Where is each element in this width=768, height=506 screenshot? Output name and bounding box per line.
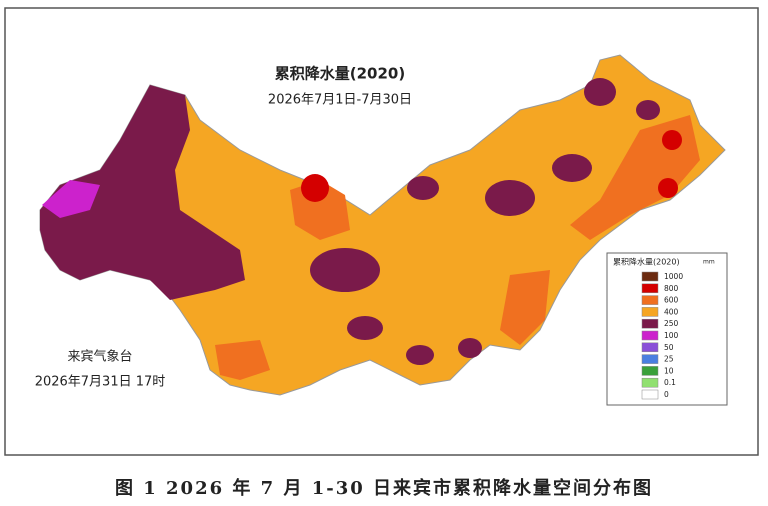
map-title: 累积降水量(2020) xyxy=(275,65,405,83)
region-250 xyxy=(485,180,535,216)
legend-swatch xyxy=(641,307,659,317)
region-800 xyxy=(301,174,329,202)
region-250 xyxy=(347,316,383,340)
region-800 xyxy=(658,178,678,198)
legend-label: 25 xyxy=(664,355,674,364)
legend-label: 0 xyxy=(664,390,669,399)
legend-unit: mm xyxy=(703,259,715,266)
issued-time: 2026年7月31日 17时 xyxy=(35,375,166,390)
issuer: 来宾气象台 xyxy=(67,349,132,365)
legend-swatch xyxy=(641,271,659,282)
region-250 xyxy=(406,345,434,365)
legend-swatch xyxy=(641,295,659,305)
legend-title: 累积降水量(2020) xyxy=(613,257,680,267)
region-600 xyxy=(500,270,550,345)
legend-label: 10 xyxy=(664,366,674,375)
legend-swatch xyxy=(641,389,659,400)
legend-swatch xyxy=(641,377,659,388)
legend-label: 800 xyxy=(664,284,679,293)
figure-caption: 图 1 2026 年 7 月 1-30 日来宾市累积降水量空间分布图 xyxy=(114,478,654,499)
region-600 xyxy=(215,340,270,380)
region-250 xyxy=(458,338,482,358)
region-250 xyxy=(552,154,592,182)
precip-map xyxy=(39,54,726,396)
map-subtitle: 2026年7月1日-7月30日 xyxy=(268,93,412,108)
legend-label: 1000 xyxy=(664,272,683,281)
region-250 xyxy=(636,100,660,120)
legend-label: 50 xyxy=(664,343,674,352)
map-figure: 累积降水量(2020) 2026年7月1日-7月30日 来宾气象台 2026年7… xyxy=(4,7,759,456)
legend-label: 100 xyxy=(664,331,679,340)
legend-box xyxy=(606,252,728,406)
legend-swatch xyxy=(641,354,659,364)
legend-label: 250 xyxy=(664,319,679,328)
region-250 xyxy=(407,176,439,200)
region-800 xyxy=(662,130,682,150)
region-100 xyxy=(42,180,100,218)
region-250 xyxy=(310,248,380,292)
region-250 xyxy=(40,85,245,300)
legend-label: 600 xyxy=(664,296,679,305)
region-250 xyxy=(584,78,616,106)
legend-swatch xyxy=(641,283,659,294)
legend-swatch xyxy=(641,318,659,329)
legend: 累积降水量(2020) mm 1000800600400250100502510… xyxy=(606,252,728,406)
legend-label: 0.1 xyxy=(664,378,676,387)
legend-swatch xyxy=(641,330,659,341)
legend-swatch xyxy=(641,342,659,353)
legend-label: 400 xyxy=(664,307,679,316)
legend-swatch xyxy=(641,366,659,376)
